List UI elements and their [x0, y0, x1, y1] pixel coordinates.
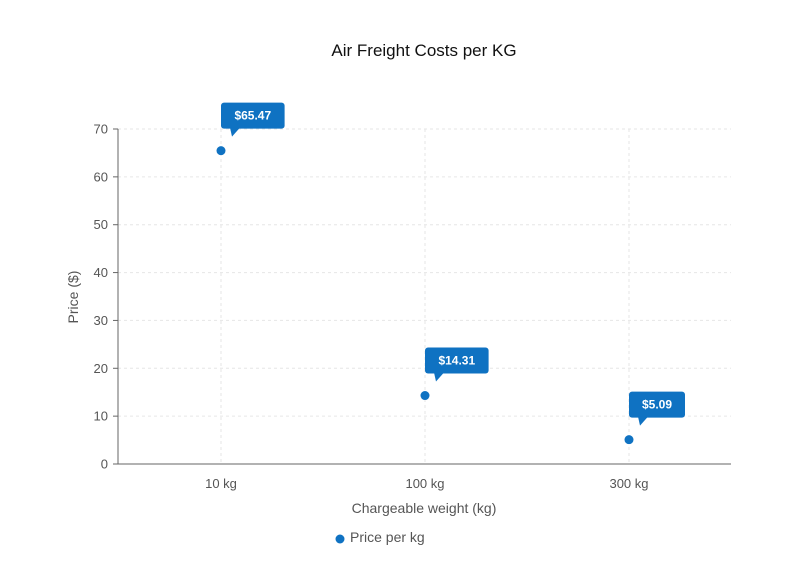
data-point[interactable]	[624, 435, 634, 445]
data-label-text: $14.31	[438, 354, 475, 368]
data-label-text: $65.47	[234, 109, 271, 123]
data-point[interactable]	[216, 146, 226, 156]
data-layer	[216, 146, 634, 445]
legend-marker	[335, 534, 345, 544]
legend[interactable]: Price per kg	[335, 529, 425, 545]
legend-label: Price per kg	[350, 529, 425, 545]
chart-title: Air Freight Costs per KG	[331, 41, 516, 60]
x-tick-label: 300 kg	[609, 476, 648, 491]
grid-layer	[118, 128, 731, 464]
data-label: $5.09	[629, 391, 685, 426]
y-tick-label: 50	[94, 217, 108, 232]
x-tick-label: 10 kg	[205, 476, 237, 491]
data-label-box	[221, 102, 285, 129]
data-label-pointer	[230, 127, 240, 137]
data-label-text: $5.09	[642, 398, 672, 412]
data-label-box	[629, 391, 685, 418]
x-tick-label: 100 kg	[405, 476, 444, 491]
y-tick-label: 0	[101, 457, 108, 472]
data-label-box	[425, 347, 489, 374]
y-tick-label: 60	[94, 169, 108, 184]
y-tick-label: 20	[94, 361, 108, 376]
data-label: $65.47	[221, 102, 285, 137]
callout-layer: $65.47 $14.31 $5.09	[221, 102, 685, 426]
y-tick-label: 70	[94, 122, 108, 137]
y-axis-label: Price ($)	[65, 271, 81, 324]
y-tick-label: 30	[94, 313, 108, 328]
y-tick-label: 40	[94, 265, 108, 280]
x-axis-label: Chargeable weight (kg)	[352, 500, 497, 516]
data-point[interactable]	[420, 391, 430, 401]
axis-layer: 0 10 20 30 40 50 60 70 10 kg 100 kg 300 kg	[94, 122, 731, 491]
data-label-pointer	[638, 416, 648, 426]
y-tick-label: 10	[94, 409, 108, 424]
data-label: $14.31	[425, 347, 489, 382]
data-label-pointer	[434, 372, 444, 382]
